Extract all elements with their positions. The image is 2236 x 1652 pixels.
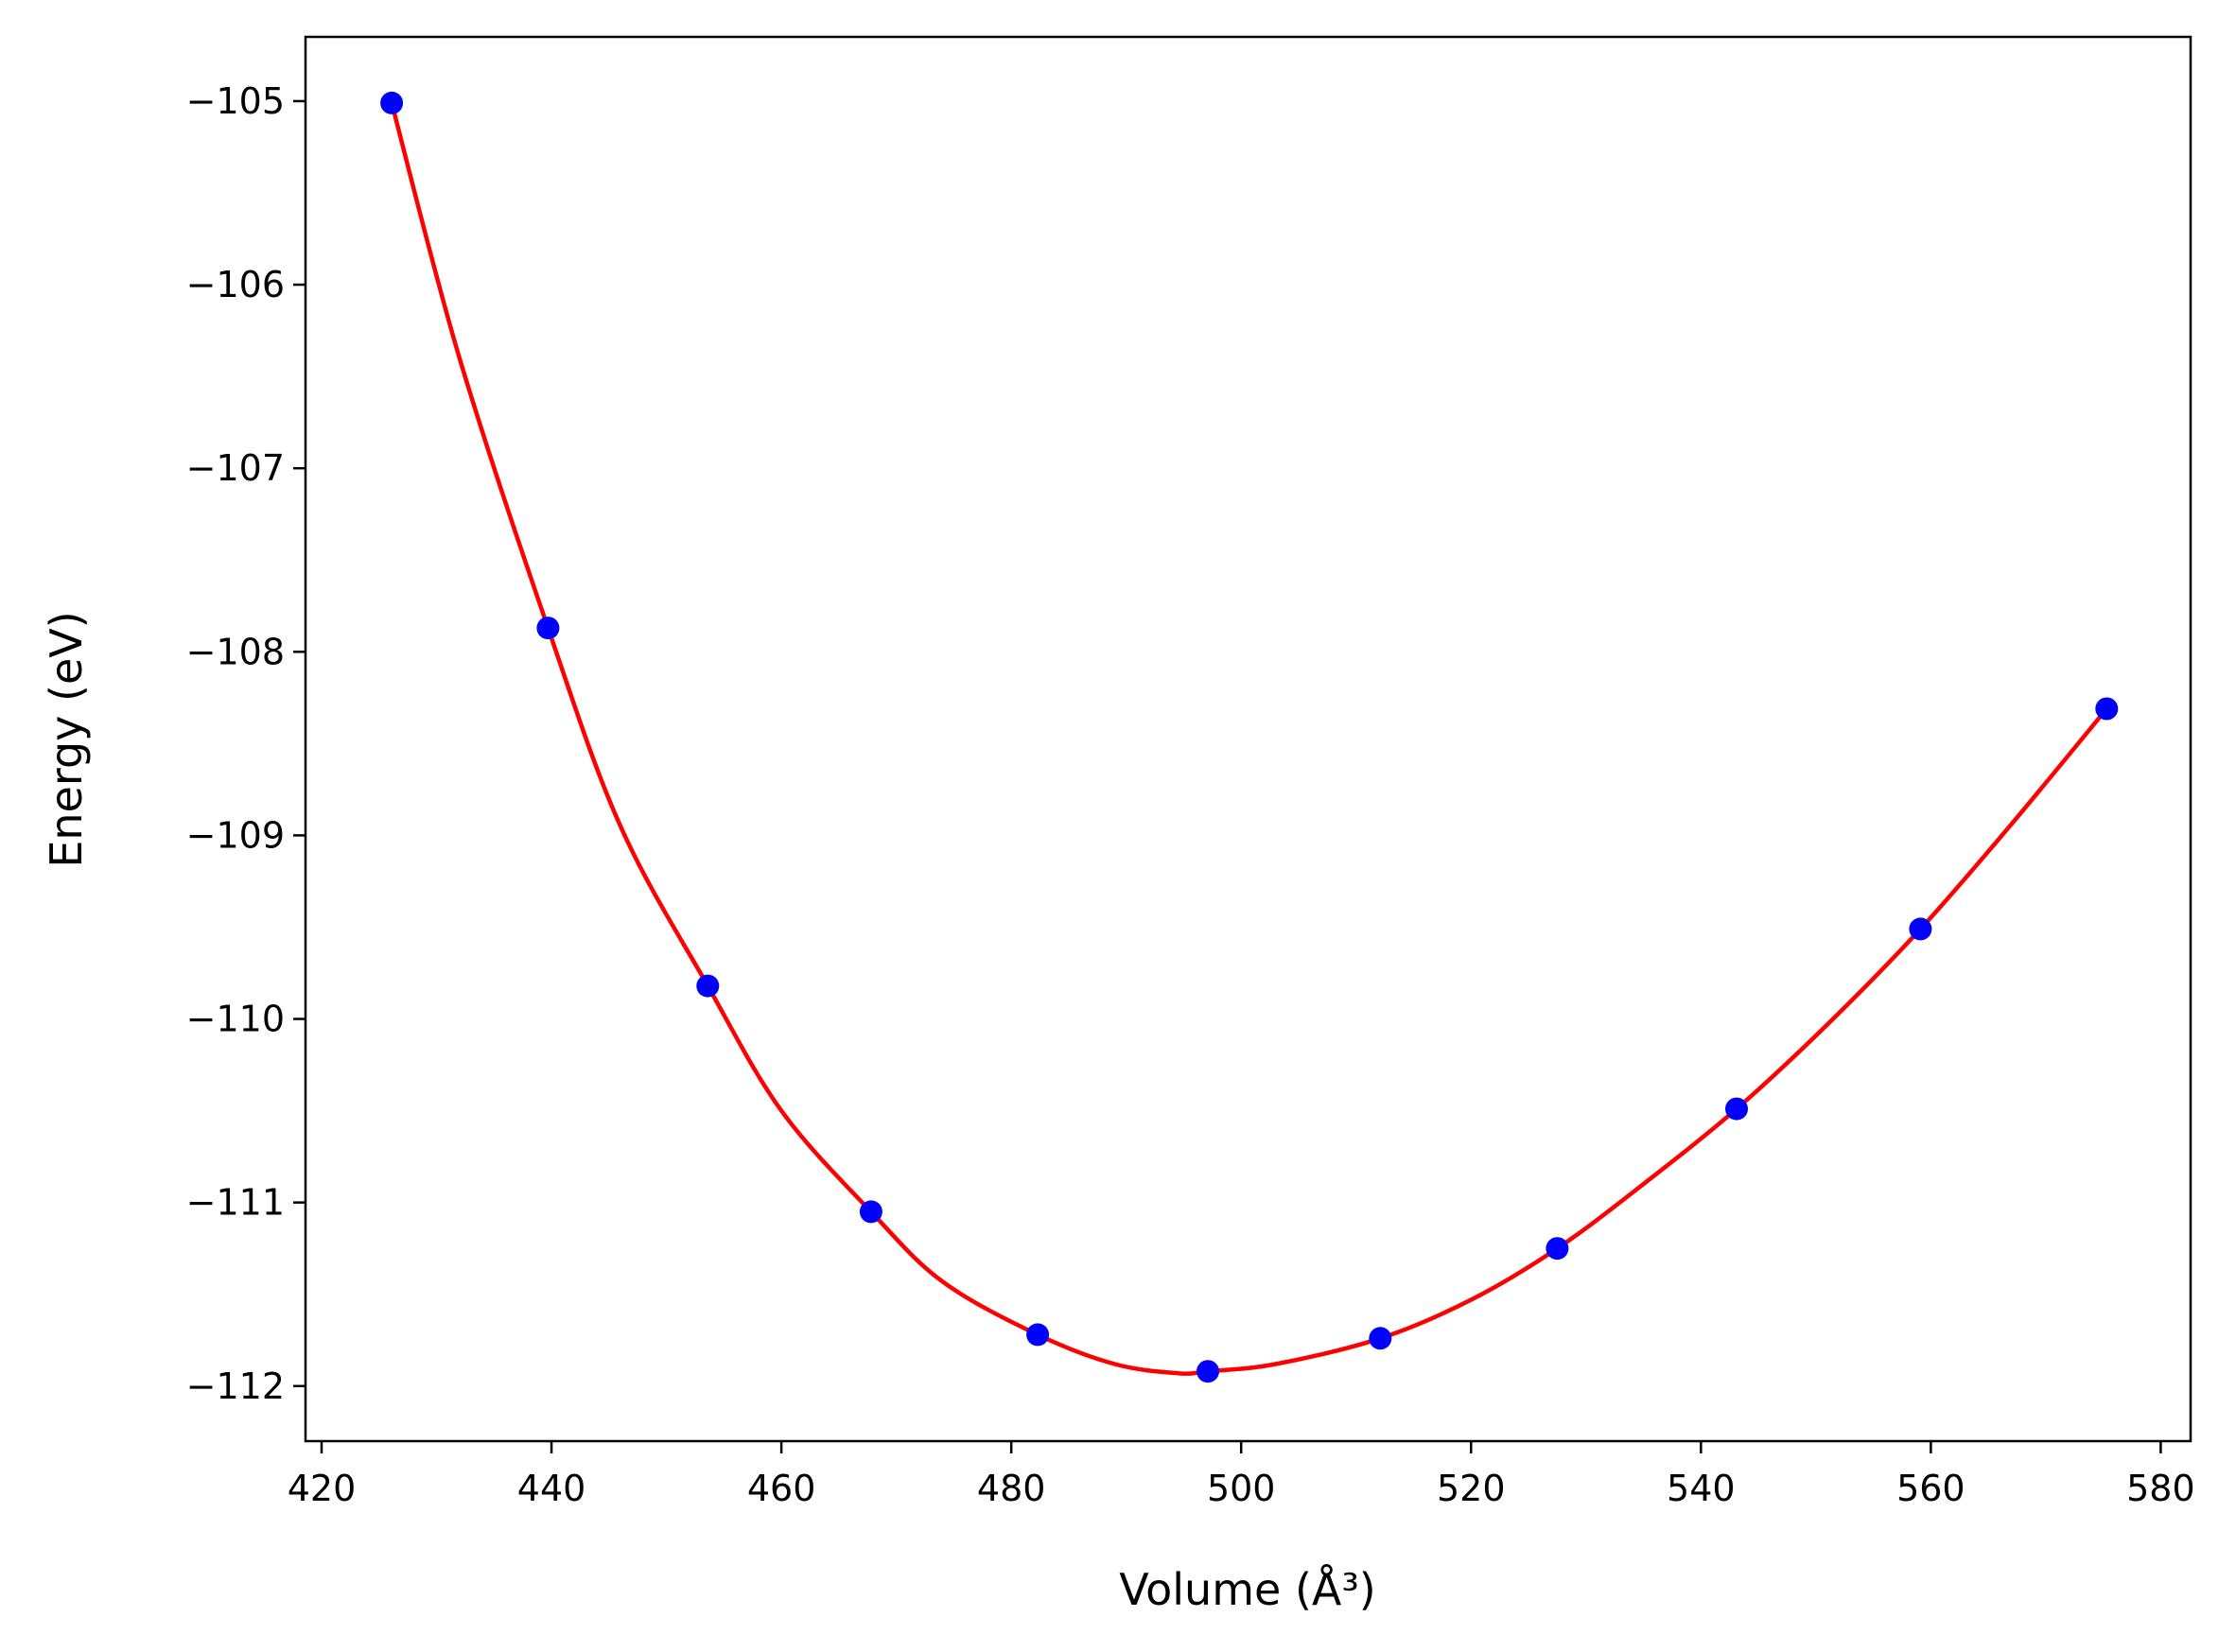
x-axis-label-text: Volume: [1119, 1564, 1281, 1615]
y-tick-label: −108: [186, 631, 285, 672]
data-point: [536, 617, 560, 640]
y-axis-ticks: −105 −106 −107 −108 −109 −110 −111 −112: [186, 80, 306, 1407]
data-point: [2095, 697, 2119, 721]
data-point: [1725, 1097, 1748, 1121]
data-point: [1909, 917, 1932, 941]
x-tick-label: 420: [288, 1468, 357, 1509]
x-axis-label-unit: (Å³): [1295, 1564, 1376, 1615]
y-axis-label-unit: (eV): [41, 611, 92, 702]
y-tick-label: −106: [186, 264, 285, 305]
y-axis-label: Energy (eV): [41, 611, 92, 867]
y-tick-label: −105: [186, 80, 285, 122]
x-tick-label: 580: [2126, 1468, 2195, 1509]
x-tick-label: 500: [1207, 1468, 1276, 1509]
plot-area: [380, 91, 2119, 1383]
data-point: [1546, 1237, 1569, 1261]
data-point: [696, 974, 720, 998]
y-tick-label: −107: [186, 447, 285, 489]
x-tick-label: 460: [747, 1468, 816, 1509]
fit-curve-line: [389, 102, 2109, 1376]
x-tick-label: 560: [1896, 1468, 1965, 1509]
x-axis-ticks: 420 440 460 480 500 520 540 560 580: [288, 1441, 2195, 1509]
data-point: [1026, 1323, 1050, 1347]
data-point: [1369, 1327, 1392, 1350]
x-tick-label: 480: [977, 1468, 1046, 1509]
y-tick-label: −109: [186, 814, 285, 856]
y-tick-label: −111: [186, 1182, 285, 1224]
y-tick-label: −112: [186, 1365, 285, 1407]
axes-frame: [304, 35, 2192, 1443]
data-point: [380, 91, 404, 114]
x-tick-label: 540: [1667, 1468, 1736, 1509]
data-point: [859, 1200, 882, 1224]
x-tick-label: 440: [517, 1468, 586, 1509]
data-point: [1197, 1360, 1219, 1383]
y-axis-label-text: Energy: [41, 716, 92, 868]
x-tick-label: 520: [1437, 1468, 1506, 1509]
x-axis-label: Volume (Å³): [1119, 1564, 1376, 1615]
y-tick-label: −110: [186, 999, 285, 1040]
